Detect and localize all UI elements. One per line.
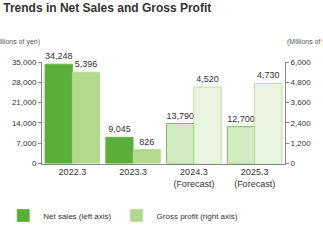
svg-text:34,248: 34,248	[45, 51, 73, 61]
svg-text:2025.3(Forecast): 2025.3(Forecast)	[234, 167, 275, 189]
svg-text:2024.3(Forecast): 2024.3(Forecast)	[173, 167, 214, 189]
svg-text:4,520: 4,520	[196, 74, 219, 84]
svg-text:2023.3: 2023.3	[119, 167, 147, 177]
svg-text:21,000: 21,000	[12, 98, 37, 107]
svg-text:4,730: 4,730	[257, 70, 280, 80]
svg-text:Net sales (left axis): Net sales (left axis)	[43, 212, 111, 221]
svg-text:13,790: 13,790	[166, 111, 194, 121]
svg-text:28,000: 28,000	[12, 78, 37, 87]
svg-text:14,000: 14,000	[12, 119, 37, 128]
svg-text:7,000: 7,000	[16, 139, 37, 148]
svg-text:1,200: 1,200	[291, 139, 312, 148]
svg-text:2022.3: 2022.3	[59, 167, 87, 177]
svg-text:Gross profit (right axis): Gross profit (right axis)	[157, 212, 238, 221]
svg-text:6,000: 6,000	[291, 58, 312, 67]
svg-text:3,600: 3,600	[291, 98, 312, 107]
svg-text:9,045: 9,045	[108, 124, 131, 134]
svg-text:12,700: 12,700	[227, 114, 255, 124]
svg-text:0: 0	[32, 159, 37, 168]
svg-text:2,400: 2,400	[291, 119, 312, 128]
svg-text:Trends in Net Sales and Gross: Trends in Net Sales and Gross Profit	[3, 1, 211, 15]
svg-text:4,800: 4,800	[291, 78, 312, 87]
svg-text:5,396: 5,396	[75, 59, 98, 69]
svg-text:0: 0	[291, 159, 296, 168]
svg-text:(Millions of yen): (Millions of yen)	[287, 38, 323, 46]
svg-text:(Millions of yen): (Millions of yen)	[0, 38, 40, 46]
svg-text:826: 826	[139, 137, 154, 147]
svg-text:35,000: 35,000	[12, 58, 37, 67]
